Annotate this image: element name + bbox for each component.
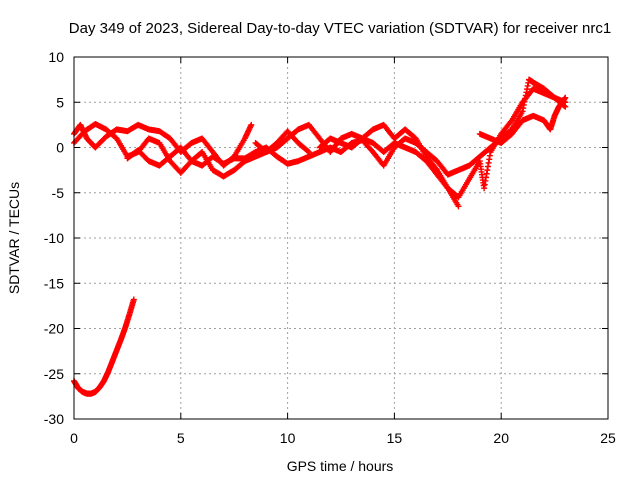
- y-axis-label: SDTVAR / TECUs: [6, 182, 22, 294]
- x-tick-label: 15: [387, 430, 403, 446]
- y-tick-label: 5: [56, 94, 64, 110]
- y-tick-label: 10: [48, 49, 64, 65]
- axis-ticks: 0 5 10 15 20 25 -30 -25 -20 -15 -10 -5 0 5 10: [44, 49, 616, 446]
- x-tick-label: 20: [493, 430, 509, 446]
- chart-title: Day 349 of 2023, Sidereal Day-to-day VTE…: [69, 20, 611, 37]
- data-point: [562, 94, 569, 101]
- data-point: [455, 203, 462, 210]
- y-tick-label: -5: [52, 185, 65, 201]
- y-tick-label: -30: [44, 411, 64, 427]
- series-track-f: [476, 94, 569, 146]
- series-track-e: [316, 85, 569, 201]
- series-track-b: [71, 120, 312, 180]
- data-point: [130, 296, 137, 303]
- x-tick-label: 25: [600, 430, 616, 446]
- y-tick-label: -15: [44, 275, 64, 291]
- x-axis-label: GPS time / hours: [287, 458, 394, 474]
- series-track-early-negative: [71, 296, 137, 397]
- data-point: [304, 148, 311, 155]
- y-tick-label: 0: [56, 140, 64, 156]
- y-tick-label: -20: [44, 321, 64, 337]
- x-tick-label: 0: [70, 430, 78, 446]
- data-point: [248, 121, 255, 128]
- x-tick-label: 10: [280, 430, 296, 446]
- data-layer: [71, 76, 569, 397]
- y-tick-label: -25: [44, 366, 64, 382]
- y-tick-label: -10: [44, 230, 64, 246]
- x-tick-label: 5: [177, 430, 185, 446]
- grid: [74, 57, 608, 419]
